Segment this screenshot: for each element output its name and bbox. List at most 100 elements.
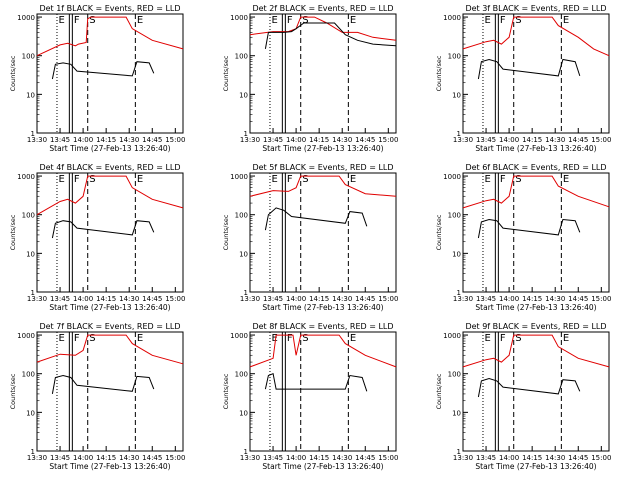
marker-label: E <box>484 333 490 344</box>
plot-frame <box>462 13 610 134</box>
y-tick-label: 100 <box>448 53 461 61</box>
x-tick-label: 13:30 <box>27 454 47 462</box>
x-tick-label: 14:45 <box>355 295 375 303</box>
y-tick-label: 100 <box>448 371 461 379</box>
y-tick-label: 1000 <box>443 14 461 22</box>
y-tick-label: 1000 <box>230 332 248 340</box>
y-tick-label: 1000 <box>443 332 461 340</box>
series-lld-line <box>249 334 397 368</box>
marker-label: E <box>350 333 356 344</box>
y-tick-label: 1 <box>31 130 35 138</box>
x-tick-label: 14:15 <box>522 136 542 144</box>
x-tick-label: 15:00 <box>378 295 398 303</box>
y-tick-label: 1 <box>31 448 35 456</box>
marker-label: S <box>515 174 521 185</box>
x-tick-label: 14:30 <box>332 295 352 303</box>
x-tick-label: 15:00 <box>165 454 185 462</box>
plot-frame <box>249 13 397 134</box>
marker-label: E <box>58 174 64 185</box>
series-lld-line <box>249 175 397 197</box>
x-tick-label: 14:15 <box>309 295 329 303</box>
panel-title: Det 9f BLACK = Events, RED = LLD <box>465 322 606 331</box>
panel-title: Det 2f BLACK = Events, RED = LLD <box>252 4 393 13</box>
x-tick-label: 14:00 <box>499 454 519 462</box>
marker-label: E <box>271 15 277 26</box>
panel-5: Det 5f BLACK = Events, RED = LLD 1 10 100 10… <box>222 163 398 312</box>
marker-label: S <box>89 15 95 26</box>
series-events-line <box>51 374 155 394</box>
x-tick-label: 14:00 <box>73 136 93 144</box>
x-tick-label: 14:00 <box>499 136 519 144</box>
series-lld-line <box>462 16 610 57</box>
x-tick-label: 14:00 <box>286 136 306 144</box>
panel-title: Det 1f BLACK = Events, RED = LLD <box>39 4 180 13</box>
x-tick-label: 14:15 <box>309 136 329 144</box>
panel-1: Det 1f BLACK = Events, RED = LLD 1 10 100 10… <box>9 4 185 153</box>
x-tick-label: 14:15 <box>309 454 329 462</box>
x-tick-label: 15:00 <box>165 136 185 144</box>
marker-label: E <box>137 174 143 185</box>
x-tick-label: 14:15 <box>522 295 542 303</box>
marker-label: F <box>74 15 80 26</box>
marker-label: S <box>515 333 521 344</box>
y-axis-label: Counts/sec <box>435 373 443 409</box>
y-tick-label: 10 <box>26 409 35 417</box>
plot-frame <box>36 13 184 134</box>
x-axis-label: Start Time (27-Feb-13 13:26:40) <box>262 144 383 153</box>
y-axis-label: Counts/sec <box>435 214 443 250</box>
marker-label: F <box>500 333 506 344</box>
y-tick-label: 1 <box>457 130 461 138</box>
y-tick-label: 100 <box>235 53 248 61</box>
x-tick-label: 14:30 <box>119 136 139 144</box>
y-axis-label: Counts/sec <box>222 373 230 409</box>
x-tick-label: 13:30 <box>453 136 473 144</box>
y-tick-label: 1 <box>244 448 248 456</box>
x-tick-label: 13:45 <box>476 136 496 144</box>
panel-2: Det 2f BLACK = Events, RED = LLD 1 10 100 10… <box>222 4 398 153</box>
x-tick-label: 14:30 <box>545 454 565 462</box>
series-lld-line <box>462 175 610 209</box>
plot-frame <box>36 172 184 293</box>
x-tick-label: 13:45 <box>263 454 283 462</box>
x-tick-label: 15:00 <box>591 295 611 303</box>
x-tick-label: 14:00 <box>499 295 519 303</box>
y-tick-label: 100 <box>448 212 461 220</box>
y-axis-label: Counts/sec <box>435 55 443 91</box>
marker-label: S <box>302 174 308 185</box>
x-tick-label: 14:30 <box>332 136 352 144</box>
series-lld-line <box>462 334 610 368</box>
series-lld-line <box>36 175 184 216</box>
x-tick-label: 14:45 <box>355 454 375 462</box>
x-tick-label: 13:45 <box>476 295 496 303</box>
x-axis-label: Start Time (27-Feb-13 13:26:40) <box>49 144 170 153</box>
x-tick-label: 14:00 <box>286 295 306 303</box>
y-tick-label: 10 <box>452 250 461 258</box>
x-tick-label: 13:30 <box>453 295 473 303</box>
y-tick-label: 10 <box>239 409 248 417</box>
series-events-line <box>51 61 155 80</box>
panel-title: Det 4f BLACK = Events, RED = LLD <box>39 163 180 172</box>
x-tick-label: 13:45 <box>263 295 283 303</box>
x-tick-label: 14:30 <box>545 295 565 303</box>
panel-title: Det 3f BLACK = Events, RED = LLD <box>465 4 606 13</box>
marker-label: S <box>302 15 308 26</box>
x-tick-label: 13:45 <box>50 136 70 144</box>
marker-label: E <box>137 15 143 26</box>
marker-label: F <box>287 333 293 344</box>
panel-title: Det 5f BLACK = Events, RED = LLD <box>252 163 393 172</box>
plot-frame <box>249 172 397 293</box>
x-tick-label: 15:00 <box>165 295 185 303</box>
panel-9: Det 9f BLACK = Events, RED = LLD 1 10 100 10… <box>435 322 611 471</box>
y-tick-label: 1 <box>457 448 461 456</box>
y-tick-label: 10 <box>239 250 248 258</box>
y-tick-label: 1 <box>31 289 35 297</box>
x-tick-label: 14:45 <box>142 295 162 303</box>
y-tick-label: 10 <box>452 409 461 417</box>
panel-7: Det 7f BLACK = Events, RED = LLD 1 10 100 10… <box>9 322 185 471</box>
y-tick-label: 100 <box>235 371 248 379</box>
series-lld-line <box>36 16 184 57</box>
x-tick-label: 13:30 <box>240 295 260 303</box>
y-tick-label: 1000 <box>230 14 248 22</box>
series-events-line <box>51 220 155 239</box>
marker-label: E <box>137 333 143 344</box>
